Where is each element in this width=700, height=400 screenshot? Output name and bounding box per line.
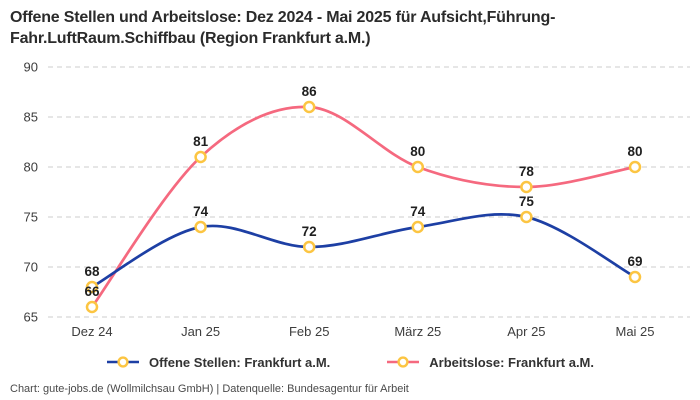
data-label-0-4: 75 (519, 194, 535, 209)
data-label-0-1: 74 (193, 204, 209, 219)
data-label-1-3: 80 (410, 144, 425, 159)
x-axis-tick-0: Dez 24 (71, 324, 112, 339)
data-label-0-5: 69 (627, 254, 642, 269)
x-axis-tick-1: Jan 25 (181, 324, 220, 339)
x-axis-tick-4: Apr 25 (507, 324, 545, 339)
data-point-1-2[interactable] (302, 100, 316, 114)
y-axis-tick-65: 65 (24, 310, 38, 325)
data-point-0-0[interactable] (85, 280, 99, 294)
legend-marker-arbeitslose-icon (387, 356, 420, 368)
y-axis-tick-70: 70 (24, 260, 38, 275)
legend-item-arbeitslose[interactable]: Arbeitslose: Frankfurt a.M. (386, 355, 594, 370)
legend-label-arbeitslose: Arbeitslose: Frankfurt a.M. (429, 354, 594, 370)
data-label-1-2: 86 (302, 84, 318, 99)
data-point-0-2[interactable] (302, 240, 316, 254)
data-label-1-0: 66 (84, 284, 100, 299)
series-line-0 (90, 213, 637, 289)
data-label-0-3: 74 (410, 204, 426, 219)
chart-title: Offene Stellen und Arbeitslose: Dez 2024… (0, 0, 700, 49)
y-axis-tick-85: 85 (24, 110, 38, 125)
data-point-1-3[interactable] (411, 160, 425, 174)
data-point-1-5[interactable] (628, 160, 642, 174)
line-chart-plot-area: 65 70 75 80 85 90 Dez 24 Jan 25 Feb 25 März 25 Apr… (24, 60, 690, 339)
data-label-0-0: 68 (84, 264, 100, 279)
data-point-1-1[interactable] (194, 150, 207, 164)
y-axis-tick-90: 90 (24, 60, 38, 75)
legend-label-offene-stellen: Offene Stellen: Frankfurt a.M. (148, 354, 331, 370)
data-label-0-2: 72 (302, 224, 317, 239)
legend-marker-offene-stellen-icon (106, 356, 139, 368)
data-label-1-1: 81 (193, 134, 209, 149)
y-axis-tick-80: 80 (24, 160, 38, 175)
data-point-0-5[interactable] (628, 270, 642, 284)
attribution-text: Chart: gute-jobs.de (Wollmilchsau GmbH) … (10, 383, 409, 395)
chart-title-line1: Offene Stellen und Arbeitslose: Dez 2024… (10, 9, 556, 26)
series-line-1 (90, 105, 637, 309)
data-point-1-4[interactable] (520, 180, 533, 194)
x-axis-tick-3: März 25 (394, 324, 441, 339)
data-point-0-3[interactable] (411, 220, 425, 234)
y-axis-tick-75: 75 (24, 210, 38, 225)
data-point-0-4[interactable] (520, 210, 533, 224)
x-axis-tick-5: Mai 25 (615, 324, 654, 339)
data-point-0-1[interactable] (194, 220, 207, 234)
data-point-1-0[interactable] (85, 300, 99, 314)
x-axis-tick-2: Feb 25 (289, 324, 329, 339)
chart-legend: Offene Stellen: Frankfurt a.M. Arbeitslo… (0, 353, 700, 371)
data-label-1-5: 80 (627, 144, 642, 159)
data-label-1-4: 78 (519, 164, 535, 179)
chart-title-line2: Fahr.LuftRaum.Schiffbau (Region Frankfur… (10, 30, 371, 47)
legend-item-offene-stellen[interactable]: Offene Stellen: Frankfurt a.M. (106, 355, 330, 370)
